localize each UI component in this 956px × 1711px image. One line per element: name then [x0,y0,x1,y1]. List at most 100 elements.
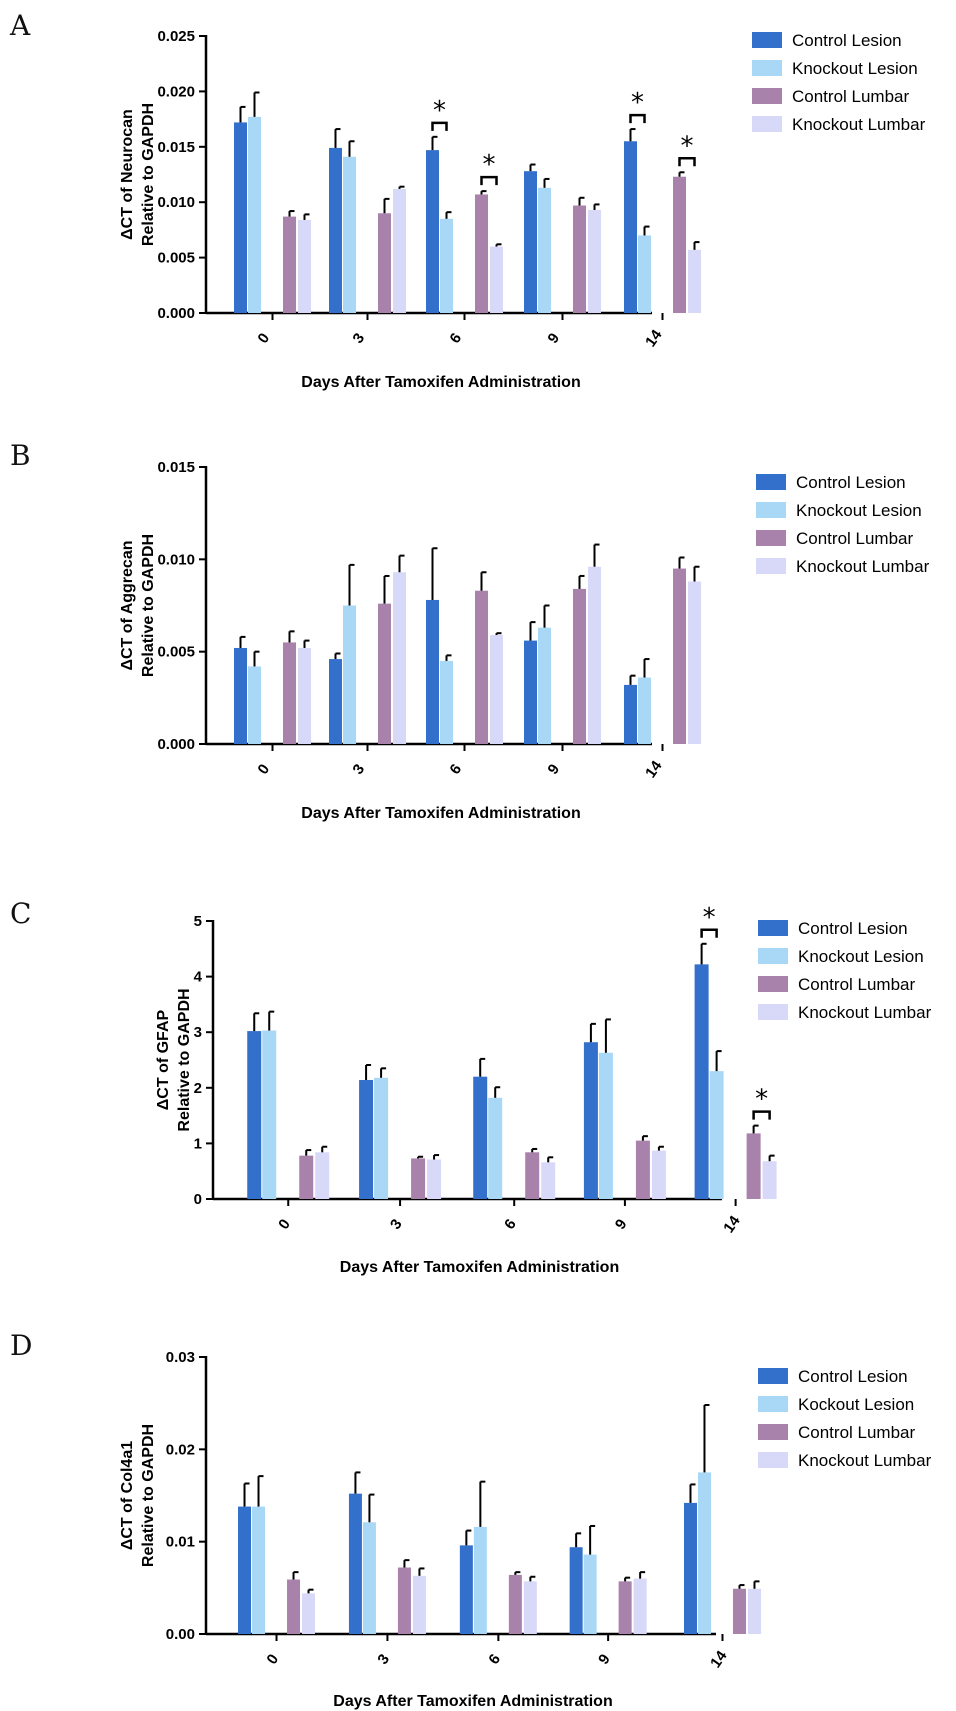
bar-control-lumbar [732,1588,746,1634]
bar-control-lesion [247,1031,262,1199]
y-axis-label: Relative to GAPDH [140,1424,157,1567]
y-axis-label: Relative to GAPDH [176,988,193,1131]
legend-label: Control Lesion [792,31,902,50]
x-tick-label: 3 [374,1651,393,1668]
bar-control-lesion [459,1545,473,1634]
legend-swatch [756,502,786,518]
significance-star: * [755,1085,768,1115]
y-tick-label: 1 [194,1135,202,1152]
x-tick-label: 14 [642,326,666,350]
bar-knockout-lumbar [427,1159,442,1199]
bar-control-lesion [238,1506,252,1634]
significance-star: * [681,131,694,161]
bar-control-lumbar [746,1133,761,1199]
legend-swatch [758,1004,788,1020]
y-tick-label: 0.005 [157,250,195,267]
bar-control-lumbar [525,1152,540,1199]
legend-label: Control Lumbar [792,87,910,106]
x-tick-label: 0 [275,1216,294,1233]
x-axis-label: Days After Tamoxifen Administration [301,374,580,391]
y-tick-label: 0.015 [157,139,195,156]
bar-control-lesion [624,684,637,744]
bar-knockout-lumbar [490,635,503,744]
y-tick-label: 0.03 [166,1349,195,1366]
legend-swatch [752,32,782,48]
x-tick-label: 14 [720,1212,744,1236]
chart-panel-a: A 0.000 0.005 0.010 0.015 0.020 0.025 ΔCT of Ne… [9,9,926,391]
significance-star: * [483,150,496,180]
y-tick-label: 0.010 [157,551,195,568]
x-tick-label: 9 [612,1216,631,1233]
bar-knockout-lumbar [393,572,406,744]
significance-bracket [480,175,498,186]
x-tick-label: 6 [501,1216,520,1233]
legend-swatch [758,920,788,936]
significance-bracket [700,928,718,938]
x-axis-label: Days After Tamoxifen Administration [333,1693,612,1710]
bar-control-lesion [329,659,342,744]
legend-swatch [758,976,788,992]
bar-control-lesion [569,1547,583,1634]
significance-star: * [631,88,644,118]
bar-control-lumbar [573,205,586,313]
bar-control-lumbar [397,1567,411,1634]
legend-label: Control Lesion [796,473,906,492]
legend-swatch [758,1452,788,1468]
bar-control-lesion [426,599,439,744]
y-tick-label: 0.025 [157,28,195,45]
y-tick-label: 0.020 [157,83,195,100]
bar-knockout-lesion [374,1077,389,1199]
y-tick-label: 0.005 [157,644,195,661]
bar-control-lesion [329,147,342,313]
bar-control-lumbar [378,603,391,744]
x-tick-label: 9 [544,330,563,347]
significance-star: * [433,96,446,126]
y-tick-label: 0.02 [166,1441,195,1458]
chart-panel-c: C 0 1 2 3 4 5 ΔCT of GFAP Relative to GAPDH Days … [10,897,932,1276]
panel-letter: D [10,1329,32,1362]
panel-letter: A [9,9,31,42]
bar-knockout-lumbar [688,249,701,313]
legend-label: Control Lumbar [796,529,914,548]
chart-panel-d: D 0.00 0.01 0.02 0.03 ΔCT of Col4a1 Relative t… [10,1329,932,1710]
bar-control-lesion [234,647,247,744]
bar-control-lesion [234,122,247,313]
bar-knockout-lumbar [688,581,701,744]
bar-control-lumbar [573,588,586,744]
bar-control-lesion [694,964,709,1199]
x-axis-label: Days After Tamoxifen Administration [301,805,580,822]
bar-control-lumbar [673,176,686,313]
bar-knockout-lumbar [588,209,601,313]
bar-knockout-lumbar [302,1593,316,1634]
bar-knockout-lumbar [412,1575,426,1634]
bar-control-lumbar [618,1581,632,1634]
y-axis-label: Relative to GAPDH [140,534,157,677]
y-tick-label: 5 [194,913,202,930]
bar-control-lesion [624,141,637,313]
legend-swatch [752,88,782,104]
legend-label: Control Lesion [798,919,908,938]
x-tick-label: 6 [485,1651,504,1668]
legend-label: Knockout Lumbar [798,1451,932,1470]
bar-knockout-lumbar [588,566,601,744]
bar-knockout-lesion [598,1052,613,1199]
legend-label: Knockout Lumbar [796,557,930,576]
bar-control-lesion [359,1080,374,1199]
bar-knockout-lumbar [651,1150,666,1199]
bar-knockout-lumbar [523,1581,537,1634]
y-axis-label: ΔCT of Neurocan [119,109,136,240]
x-tick-label: 14 [642,757,666,781]
bar-control-lumbar [635,1140,650,1199]
bar-control-lumbar [508,1574,522,1634]
legend-label: Knockout Lumbar [798,1003,932,1022]
bar-knockout-lesion [343,605,356,744]
y-axis-label: Relative to GAPDH [140,103,157,246]
legend-label: Control Lesion [798,1367,908,1386]
y-tick-label: 0.000 [157,305,195,322]
bar-knockout-lesion [538,627,551,744]
bar-knockout-lesion [538,187,551,313]
bar-knockout-lumbar [298,647,311,744]
bar-knockout-lumbar [762,1161,777,1199]
bar-control-lumbar [411,1158,426,1199]
